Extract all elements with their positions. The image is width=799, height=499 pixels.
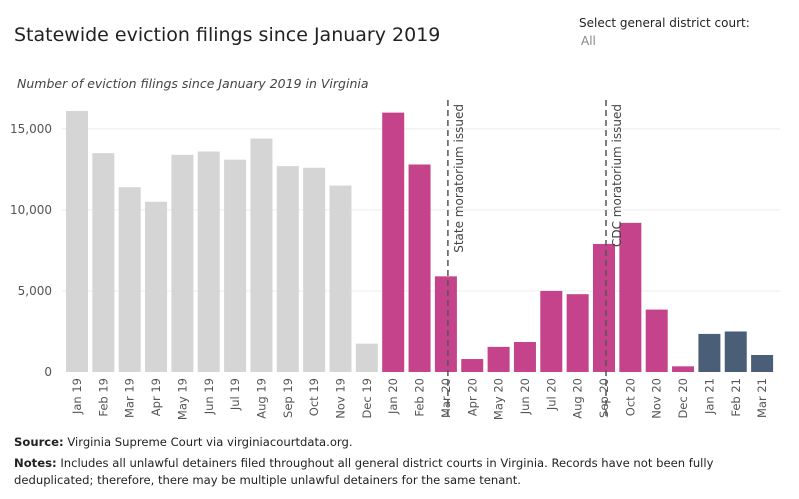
chart-subtitle: Number of eviction filings since January… bbox=[17, 76, 369, 91]
bar bbox=[487, 346, 510, 372]
bar bbox=[408, 164, 431, 372]
x-tick-label: Sep 20 bbox=[597, 378, 611, 418]
x-tick-label: Jun 20 bbox=[518, 378, 532, 415]
bar bbox=[645, 309, 668, 372]
source-label: Source: bbox=[14, 435, 64, 449]
x-tick-label: Jan 19 bbox=[70, 378, 84, 415]
bar bbox=[171, 154, 194, 372]
y-tick-label: 10,000 bbox=[10, 203, 52, 217]
bar bbox=[461, 359, 484, 372]
x-tick-label: Mar 19 bbox=[123, 378, 137, 418]
x-tick-label: Feb 19 bbox=[96, 378, 110, 417]
y-tick-label: 15,000 bbox=[10, 122, 52, 136]
bar bbox=[66, 111, 88, 372]
bar bbox=[224, 159, 247, 372]
x-tick-label: May 19 bbox=[175, 378, 189, 420]
x-tick-label: Aug 20 bbox=[571, 378, 585, 419]
x-tick-label: Jul 19 bbox=[228, 378, 242, 411]
moratorium-marker-label: State moratorium issued bbox=[452, 104, 466, 253]
y-tick-label: 5,000 bbox=[18, 284, 52, 298]
bar bbox=[145, 201, 168, 372]
notes: Notes: Includes all unlawful detainers f… bbox=[14, 455, 789, 489]
x-tick-label: Nov 20 bbox=[650, 378, 664, 419]
x-tick-label: Jun 19 bbox=[202, 378, 216, 415]
x-tick-label: Feb 20 bbox=[413, 378, 427, 417]
x-tick-label: Aug 19 bbox=[254, 378, 268, 419]
source-note: Source: Virginia Supreme Court via virgi… bbox=[14, 435, 353, 449]
bar bbox=[540, 290, 563, 372]
x-tick-label: Feb 21 bbox=[729, 378, 743, 417]
x-tick-label: Dec 20 bbox=[676, 378, 690, 419]
notes-label: Notes: bbox=[14, 456, 57, 470]
bar bbox=[118, 187, 141, 372]
eviction-bar-chart: 0 5,000 10,000 15,000 Jan 19 Feb 19 Mar 19 Apr … bbox=[10, 100, 780, 420]
page-title: Statewide eviction filings since January… bbox=[14, 24, 441, 46]
x-tick-label: Jan 21 bbox=[702, 378, 716, 415]
bar bbox=[276, 166, 299, 372]
x-tick-label: Oct 20 bbox=[623, 378, 637, 416]
x-tick-label: Mar 21 bbox=[755, 378, 769, 418]
bar bbox=[698, 333, 721, 372]
bar bbox=[382, 112, 405, 372]
x-tick-label: Sep 19 bbox=[281, 378, 295, 418]
x-tick-label: Jan 20 bbox=[386, 378, 400, 415]
x-tick-label: Mar 20 bbox=[439, 378, 453, 418]
x-tick-label: Jul 20 bbox=[544, 378, 558, 411]
x-tick-label: Oct 19 bbox=[307, 378, 321, 416]
bar bbox=[329, 185, 352, 372]
x-tick-label: Apr 19 bbox=[149, 378, 163, 416]
bar bbox=[197, 151, 220, 372]
source-text: Virginia Supreme Court via virginiacourt… bbox=[67, 435, 353, 449]
bar bbox=[619, 222, 642, 372]
x-tick-label: Apr 20 bbox=[465, 378, 479, 416]
notes-text: Includes all unlawful detainers filed th… bbox=[14, 456, 714, 487]
y-tick-label: 0 bbox=[44, 365, 52, 379]
bar bbox=[303, 167, 326, 372]
bar bbox=[434, 276, 457, 372]
court-filter-select[interactable]: All bbox=[581, 34, 596, 48]
moratorium-marker-label: CDC moratorium issued bbox=[610, 104, 624, 247]
court-filter-label: Select general district court: bbox=[579, 16, 750, 30]
bar bbox=[513, 342, 536, 372]
bar bbox=[566, 294, 589, 372]
bar bbox=[593, 243, 615, 372]
bar bbox=[355, 343, 378, 372]
bar bbox=[250, 138, 273, 372]
x-tick-label: Dec 19 bbox=[360, 378, 374, 419]
bar bbox=[92, 153, 115, 372]
bar bbox=[724, 331, 747, 372]
x-tick-label: May 20 bbox=[492, 378, 506, 420]
bar bbox=[672, 366, 695, 372]
bar bbox=[751, 354, 774, 372]
x-tick-label: Nov 19 bbox=[334, 378, 348, 419]
